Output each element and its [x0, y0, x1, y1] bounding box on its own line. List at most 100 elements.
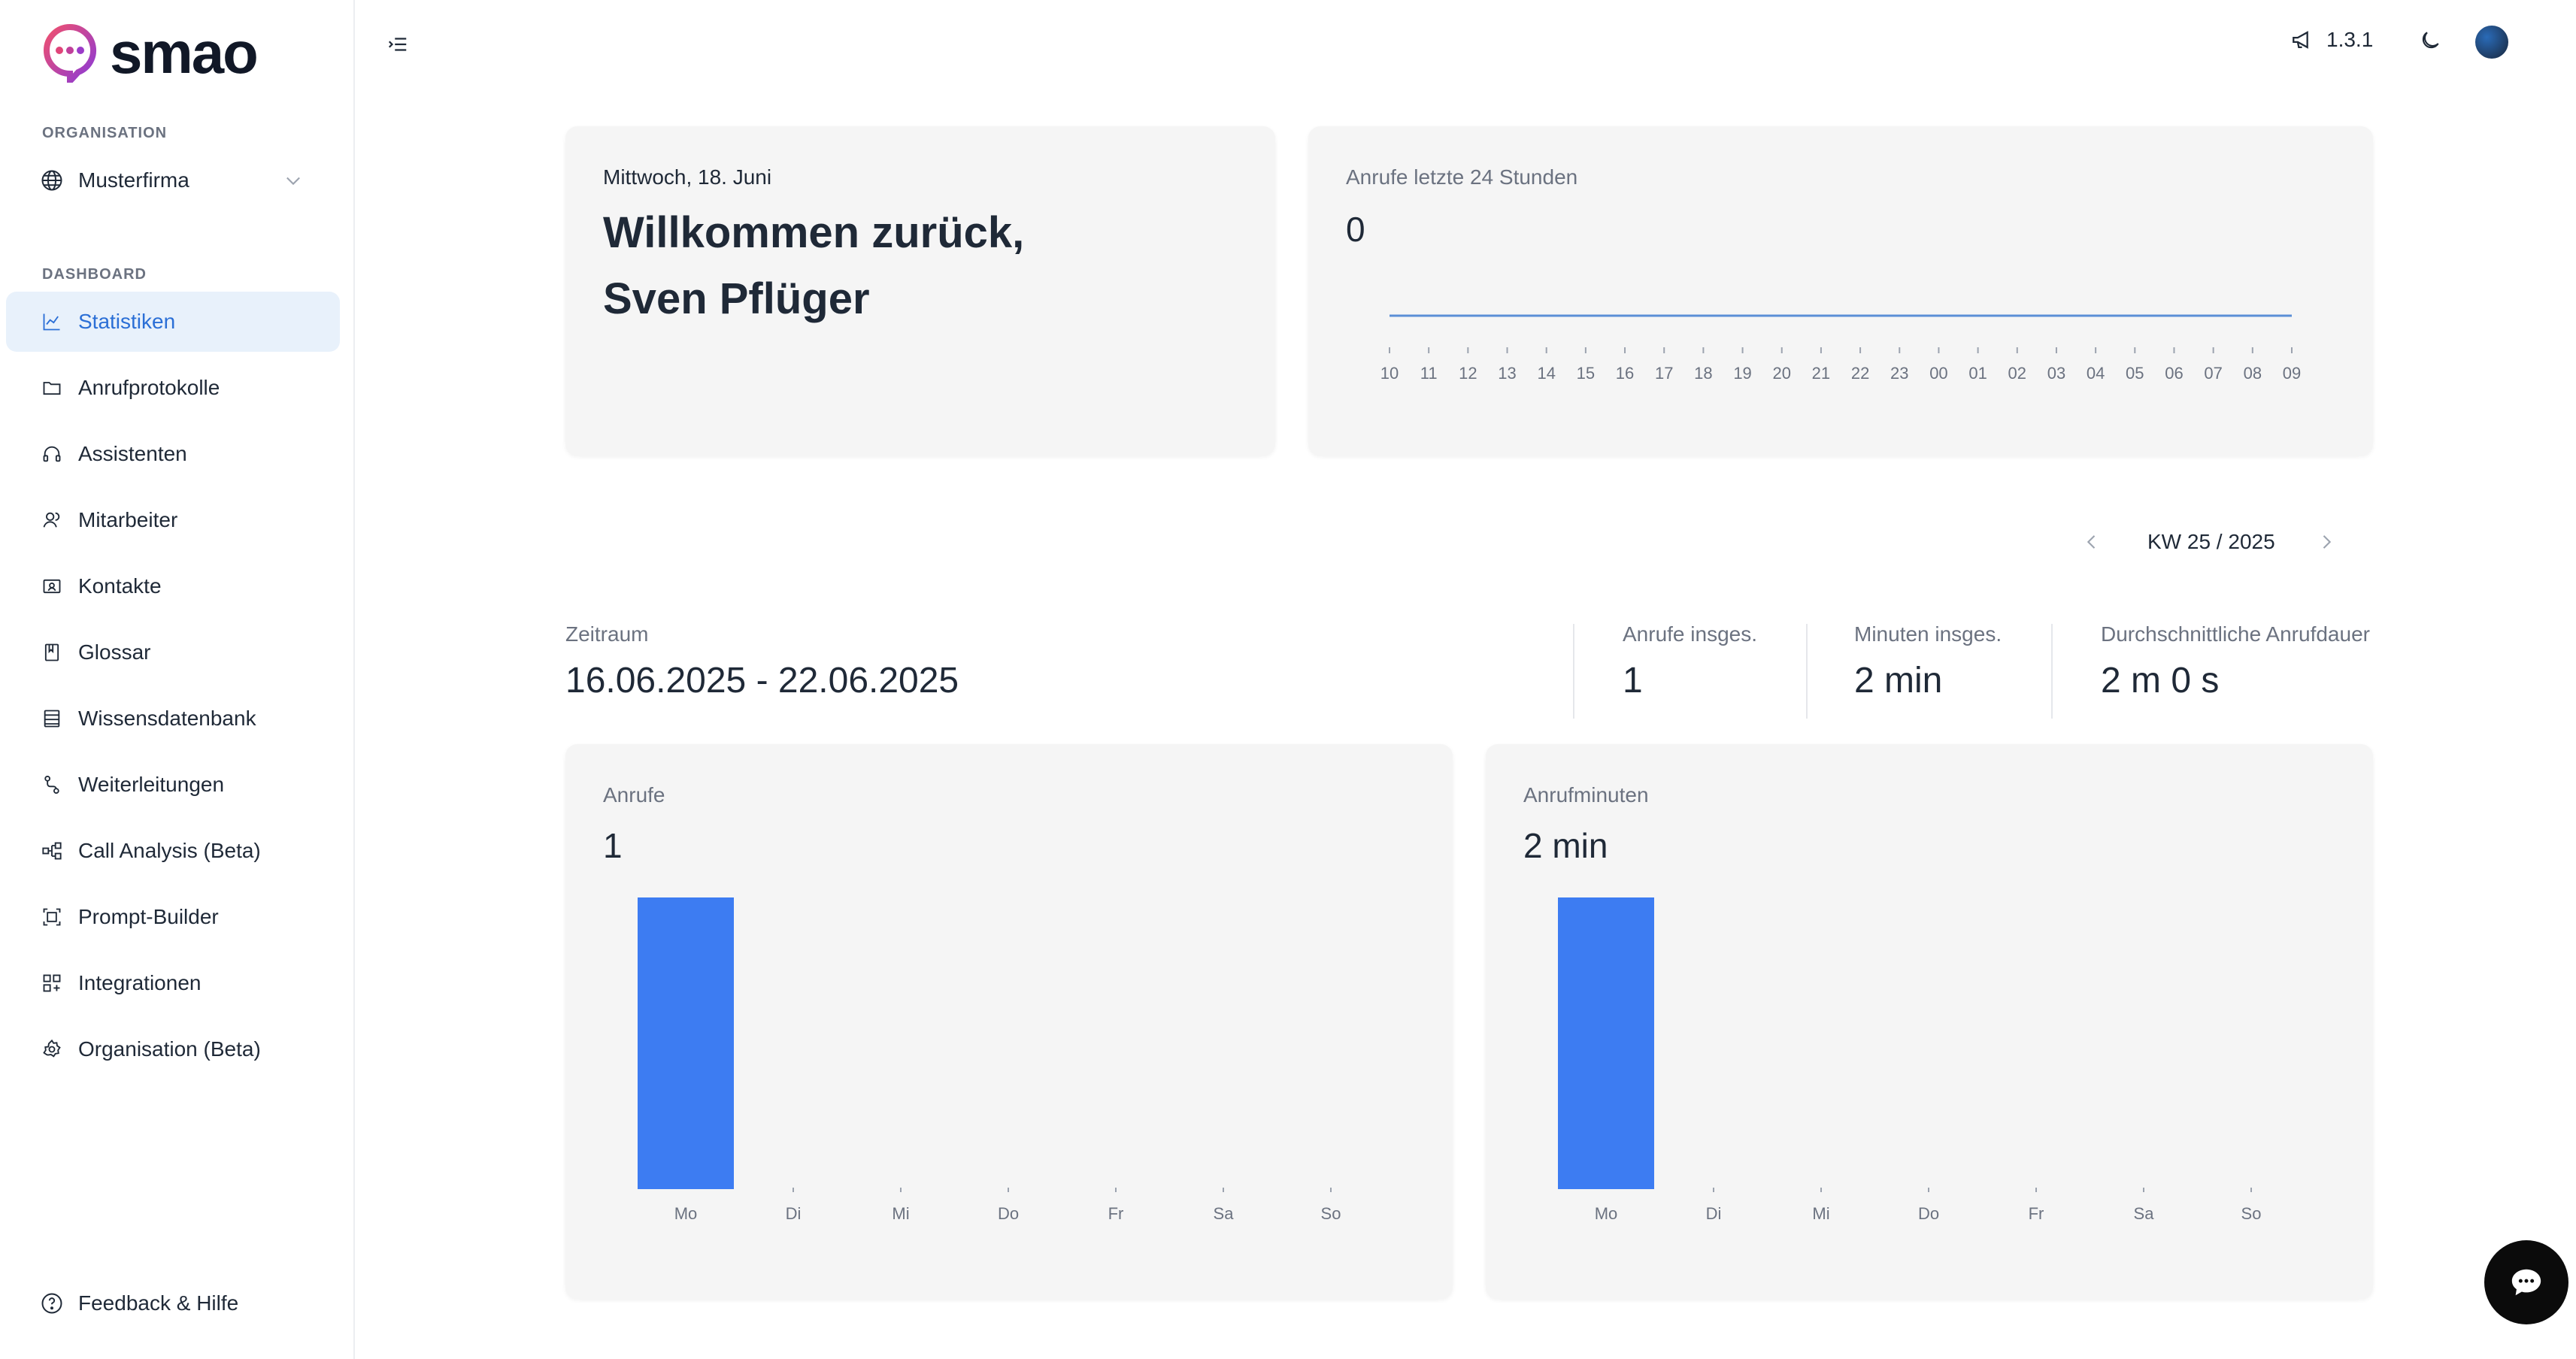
minutes-week-value: 2 min: [1523, 826, 1608, 865]
x-tick-label: 11: [1420, 364, 1438, 383]
calls-24h-value: 0: [1346, 210, 1365, 249]
x-tick-label: 06: [2165, 364, 2183, 383]
x-tick-label: 15: [1577, 364, 1595, 383]
user-avatar[interactable]: [2475, 26, 2508, 59]
sidebar-item-glossar[interactable]: Glossar: [6, 622, 340, 683]
x-tick-label: Fr: [2029, 1204, 2044, 1223]
sidebar-item-label: Wissensdatenbank: [78, 707, 256, 730]
database-icon: [41, 707, 63, 730]
headphones-icon: [41, 443, 63, 465]
welcome-user-name: Sven Pflüger: [603, 274, 870, 323]
calls-24h-label: Anrufe letzte 24 Stunden: [1346, 165, 1578, 189]
x-tick-label: Di: [786, 1204, 802, 1223]
welcome-title: Willkommen zurück, Sven Pflüger: [603, 200, 1129, 332]
minutes-bar: [1558, 897, 1654, 1189]
x-tick-label: 13: [1498, 364, 1516, 383]
x-tick-label: 14: [1537, 364, 1555, 383]
sidebar-toggle-icon[interactable]: [386, 33, 409, 56]
period-stat: Zeitraum 16.06.2025 - 22.06.2025: [565, 622, 959, 701]
minutes-total-value: 2 min: [1854, 661, 1943, 701]
minutes-week-bar-chart: Mo Di Mi Do Fr Sa So: [1558, 897, 2261, 1223]
x-tick-label: 08: [2244, 364, 2262, 383]
calls-week-label: Anrufe: [603, 783, 665, 807]
sidebar-item-weiterleitungen[interactable]: Weiterleitungen: [6, 755, 340, 815]
sidebar-item-organisation[interactable]: Organisation (Beta): [6, 1019, 340, 1079]
sidebar-item-integrationen[interactable]: Integrationen: [6, 953, 340, 1013]
sidebar-item-statistiken[interactable]: Statistiken: [6, 292, 340, 352]
minutes-week-card: Anrufminuten 2 min Mo Di Mi Do Fr Sa So: [1486, 744, 2373, 1299]
dark-mode-toggle-icon[interactable]: [2418, 29, 2442, 53]
help-circle-icon: [41, 1293, 62, 1314]
x-tick-label: 04: [2087, 364, 2105, 383]
welcome-card: Mittwoch, 18. Juni Willkommen zurück, Sv…: [565, 126, 1275, 456]
sidebar-item-call-analysis[interactable]: Call Analysis (Beta): [6, 821, 340, 881]
x-tick-label: 16: [1616, 364, 1634, 383]
organisation-select[interactable]: Musterfirma: [41, 164, 304, 197]
feedback-help-link[interactable]: Feedback & Hilfe: [41, 1291, 238, 1315]
calls-bar: [638, 897, 734, 1189]
x-tick-label: Sa: [1214, 1204, 1235, 1223]
book-icon: [41, 641, 63, 664]
x-tick-label: 07: [2204, 364, 2222, 383]
feedback-label: Feedback & Hilfe: [78, 1291, 239, 1315]
x-tick-label: 23: [1890, 364, 1908, 383]
chevron-right-icon[interactable]: [2316, 531, 2337, 552]
sidebar-item-label: Integrationen: [78, 971, 202, 994]
x-tick-label: Di: [1706, 1204, 1722, 1223]
x-tick-label: Do: [1918, 1204, 1939, 1223]
version-announcements[interactable]: 1.3.1: [2290, 27, 2373, 53]
organisation-section-label: ORGANISATION: [42, 125, 168, 141]
chat-bubble-icon: [2511, 1269, 2541, 1296]
dashboard-section-label: DASHBOARD: [42, 266, 147, 283]
sidebar-item-label: Organisation (Beta): [78, 1037, 261, 1061]
chevron-left-icon[interactable]: [2081, 531, 2102, 552]
avg-duration-stat: Durchschnittliche Anrufdauer 2 m 0 s: [2101, 622, 2370, 701]
x-tick-label: Sa: [2134, 1204, 2155, 1223]
x-tick-label: 17: [1655, 364, 1673, 383]
sidebar-item-label: Mitarbeiter: [78, 508, 178, 531]
chevron-down-icon: [286, 177, 300, 186]
calls-week-value: 1: [603, 826, 623, 865]
calls-total-value: 1: [1623, 661, 1643, 701]
week-label: KW 25 / 2025: [2147, 530, 2275, 553]
x-tick-label: 20: [1772, 364, 1790, 383]
sidebar-item-prompt-builder[interactable]: Prompt-Builder: [6, 887, 340, 947]
sidebar-item-label: Glossar: [78, 640, 151, 664]
chat-launcher-button[interactable]: [2484, 1240, 2568, 1324]
x-tick-label: Fr: [1108, 1204, 1124, 1223]
app-logo[interactable]: smao: [41, 20, 259, 86]
calls-total-stat: Anrufe insges. 1: [1623, 622, 1757, 701]
x-tick-label: 09: [2283, 364, 2301, 383]
version-label: 1.3.1: [2326, 28, 2374, 51]
sidebar-item-wissensdatenbank[interactable]: Wissensdatenbank: [6, 689, 340, 749]
logo-text: smao: [110, 20, 259, 86]
grid-plus-icon: [41, 972, 63, 994]
avg-duration-value: 2 m 0 s: [2101, 661, 2220, 701]
x-tick-label: Mi: [892, 1204, 909, 1223]
contact-card-icon: [41, 575, 63, 598]
megaphone-icon: [2293, 31, 2308, 49]
stat-divider: [2051, 624, 2053, 719]
folder-icon: [41, 377, 63, 399]
x-tick-label: 19: [1733, 364, 1751, 383]
period-label: Zeitraum: [565, 622, 649, 646]
x-tick-label: 01: [1968, 364, 1987, 383]
organisation-name: Musterfirma: [78, 168, 189, 192]
sidebar-item-label: Kontakte: [78, 574, 162, 598]
calls-total-label: Anrufe insges.: [1623, 622, 1757, 646]
x-tick-label: 10: [1380, 364, 1399, 383]
sidebar-item-label: Weiterleitungen: [78, 773, 225, 796]
scan-icon: [41, 906, 63, 928]
stat-divider: [1806, 624, 1808, 719]
workflow-icon: [41, 840, 63, 862]
sidebar-item-anrufprotokolle[interactable]: Anrufprotokolle: [6, 358, 340, 418]
sidebar-item-kontakte[interactable]: Kontakte: [6, 556, 340, 616]
sidebar: smao ORGANISATION Musterfirma DASHBOARD …: [0, 0, 355, 1359]
x-tick-label: Mo: [1595, 1204, 1618, 1223]
users-icon: [41, 509, 63, 531]
x-tick-label: 03: [2047, 364, 2065, 383]
sidebar-item-label: Assistenten: [78, 442, 187, 465]
sidebar-item-mitarbeiter[interactable]: Mitarbeiter: [6, 490, 340, 550]
sidebar-item-label: Statistiken: [78, 310, 176, 333]
sidebar-item-assistenten[interactable]: Assistenten: [6, 424, 340, 484]
